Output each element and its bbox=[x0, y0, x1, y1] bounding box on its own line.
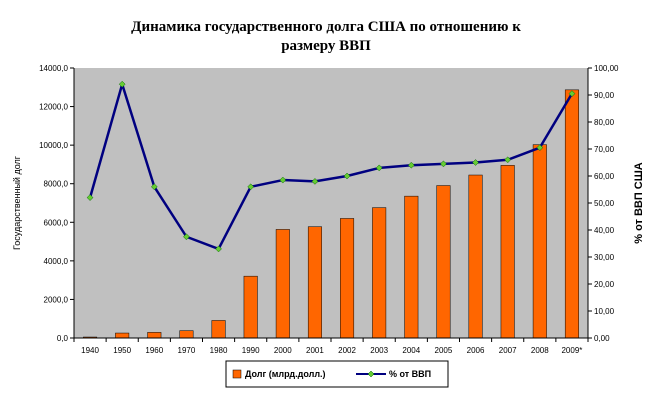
line-point-1950 bbox=[118, 80, 126, 88]
chart-title-line1: Динамика государственного долга США по о… bbox=[131, 19, 521, 35]
line-point-2001 bbox=[311, 178, 319, 185]
x-tick-label: 2007 bbox=[499, 346, 517, 355]
line-point-1970 bbox=[183, 233, 190, 241]
bar-2005 bbox=[436, 185, 451, 339]
chart-title-line2: размеру ВВП bbox=[281, 38, 371, 54]
line-point-2009* bbox=[568, 90, 576, 98]
bar-2003 bbox=[372, 207, 387, 339]
line-point-2005 bbox=[440, 160, 447, 168]
x-tick-label: 2008 bbox=[531, 346, 549, 355]
line-point-2002 bbox=[343, 172, 351, 180]
legend-box bbox=[225, 360, 449, 388]
legend-bar-swatch bbox=[232, 369, 242, 379]
left-tick-label: 14000,0 bbox=[39, 64, 68, 73]
gdp-percent-line bbox=[88, 82, 574, 251]
right-tick-label: 90,00 bbox=[594, 91, 615, 100]
left-tick-label: 4000,0 bbox=[44, 257, 69, 266]
y-axis-label-right: % от ВВП США bbox=[633, 162, 645, 244]
left-tick-label: 10000,0 bbox=[39, 141, 68, 150]
x-tick-label: 2005 bbox=[435, 346, 453, 355]
line-point-2007 bbox=[504, 156, 512, 164]
bar-1970 bbox=[179, 330, 194, 339]
y-axis-label-left: Государственный долг bbox=[12, 155, 22, 250]
bar-1950 bbox=[115, 332, 130, 339]
bar-series bbox=[83, 89, 579, 339]
line-point-1990 bbox=[247, 183, 255, 191]
right-tick-label: 30,00 bbox=[594, 253, 615, 262]
right-tick-label: 20,00 bbox=[594, 280, 615, 289]
right-tick-label: 80,00 bbox=[594, 118, 615, 127]
legend: Долг (млрд.долл.) % от ВВП bbox=[225, 360, 449, 388]
line-point-1980 bbox=[215, 245, 222, 253]
x-tick-label: 1990 bbox=[242, 346, 260, 355]
bar-2004 bbox=[404, 195, 419, 339]
legend-bar-label: Долг (млрд.долл.) bbox=[245, 369, 326, 379]
left-tick-label: 8000,0 bbox=[44, 180, 69, 189]
x-tick-label: 2006 bbox=[467, 346, 485, 355]
bar-1990 bbox=[243, 275, 258, 339]
line-point-2004 bbox=[407, 161, 415, 169]
bar-2008 bbox=[532, 144, 547, 339]
right-tick-label: 60,00 bbox=[594, 172, 615, 181]
line-point-2000 bbox=[279, 176, 287, 184]
x-tick-label: 2000 bbox=[274, 346, 292, 355]
bar-2007 bbox=[500, 165, 515, 339]
x-tick-label: 1960 bbox=[145, 346, 163, 355]
right-tick-label: 10,00 bbox=[594, 307, 615, 316]
right-tick-label: 0,00 bbox=[594, 334, 610, 343]
x-tick-label: 1970 bbox=[178, 346, 196, 355]
legend-line-marker bbox=[367, 370, 375, 378]
line-point-2008 bbox=[536, 144, 544, 152]
bar-2002 bbox=[340, 218, 355, 339]
bar-1960 bbox=[147, 332, 162, 339]
right-axis-ticks: 0,00 10,00 20,00 30,00 40,00 50,00 60,00 70,00 8… bbox=[588, 64, 619, 343]
x-tick-label: 2009* bbox=[561, 346, 582, 355]
legend-line-label: % от ВВП bbox=[389, 369, 431, 379]
x-tick-label: 1950 bbox=[113, 346, 131, 355]
bar-2009* bbox=[564, 89, 579, 339]
bar-2001 bbox=[307, 226, 322, 339]
line-point-1960 bbox=[150, 183, 158, 191]
x-tick-label: 2003 bbox=[370, 346, 388, 355]
right-tick-label: 100,00 bbox=[594, 64, 619, 73]
left-axis-ticks: 0,0 2000,0 4000,0 6000,0 8000,0 10000,0 12000,… bbox=[39, 64, 74, 343]
right-tick-label: 40,00 bbox=[594, 226, 615, 235]
right-tick-label: 50,00 bbox=[594, 199, 615, 208]
x-tick-label: 2002 bbox=[338, 346, 356, 355]
x-axis-ticks: 1940 1950 1960 1970 1980 1990 2000 2001 2002 2003… bbox=[73, 338, 589, 355]
left-tick-label: 0,0 bbox=[57, 334, 69, 343]
bar-2006 bbox=[468, 174, 483, 339]
line-point-1940 bbox=[86, 194, 94, 201]
bar-1980 bbox=[211, 320, 226, 339]
x-tick-label: 1940 bbox=[81, 346, 99, 355]
left-tick-label: 12000,0 bbox=[39, 103, 68, 112]
right-tick-label: 70,00 bbox=[594, 145, 615, 154]
bar-2000 bbox=[275, 229, 290, 339]
line-point-2003 bbox=[375, 164, 383, 172]
x-tick-label: 1980 bbox=[210, 346, 228, 355]
x-tick-label: 2001 bbox=[306, 346, 324, 355]
left-tick-label: 2000,0 bbox=[44, 295, 69, 304]
left-tick-label: 6000,0 bbox=[44, 218, 69, 227]
line-point-2006 bbox=[472, 159, 479, 166]
line-series bbox=[86, 80, 576, 253]
x-tick-label: 2004 bbox=[402, 346, 420, 355]
